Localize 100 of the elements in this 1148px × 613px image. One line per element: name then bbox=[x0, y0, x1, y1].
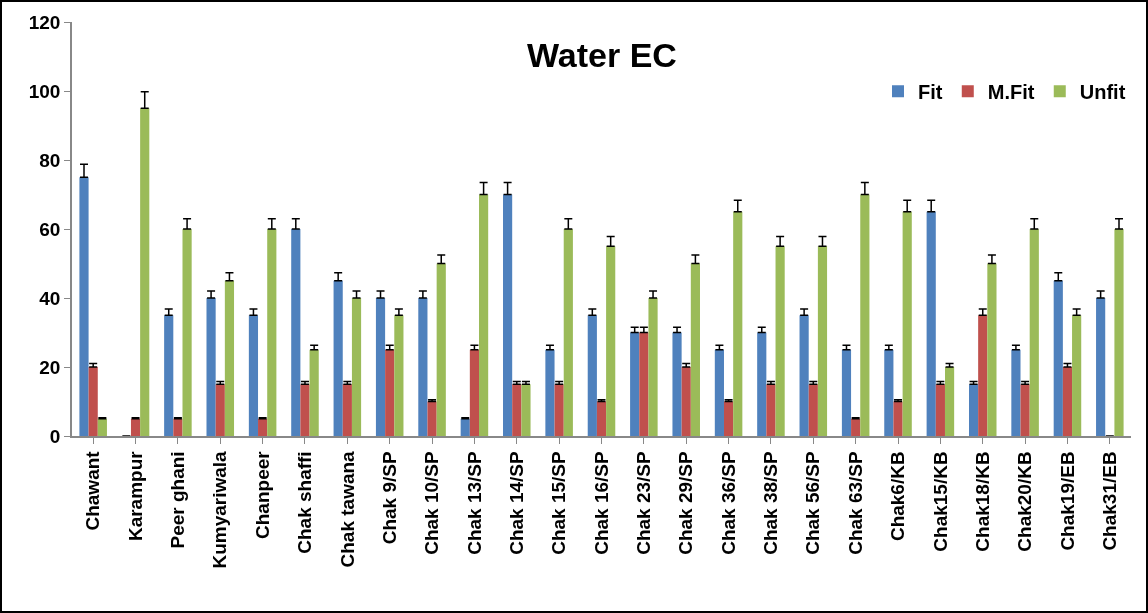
bar bbox=[342, 384, 352, 436]
bar bbox=[97, 418, 107, 436]
bar bbox=[394, 315, 404, 436]
bar bbox=[554, 384, 564, 436]
bar bbox=[248, 315, 259, 436]
bar bbox=[944, 367, 955, 436]
bar bbox=[714, 349, 724, 436]
bar bbox=[690, 263, 700, 436]
x-tick-label: Chak 63/SP bbox=[844, 451, 866, 555]
bar bbox=[808, 384, 818, 436]
bar bbox=[893, 401, 903, 436]
bar bbox=[267, 229, 277, 436]
y-tick-label: 20 bbox=[39, 356, 61, 378]
bar bbox=[258, 418, 268, 436]
bar bbox=[757, 332, 767, 436]
x-tick-label: Chak19/EB bbox=[1056, 451, 1078, 551]
bar bbox=[723, 401, 734, 436]
bar bbox=[775, 246, 785, 436]
x-tick-label: Chak 15/SP bbox=[548, 451, 570, 555]
bar bbox=[173, 418, 183, 436]
bar bbox=[79, 177, 89, 436]
bar bbox=[521, 384, 531, 436]
x-tick-label: Chak shaffi bbox=[294, 451, 316, 554]
bar bbox=[88, 367, 98, 436]
bar bbox=[1062, 367, 1073, 436]
x-tick-label: Chak 23/SP bbox=[633, 451, 655, 555]
x-tick-label: Chak 29/SP bbox=[675, 451, 697, 555]
bar bbox=[733, 211, 743, 436]
bar bbox=[841, 349, 852, 436]
x-tick-label: Karampur bbox=[124, 450, 146, 542]
bar bbox=[385, 349, 395, 436]
bar bbox=[884, 349, 894, 436]
bar bbox=[375, 298, 386, 436]
bar bbox=[309, 349, 319, 436]
x-tick-label: Chak15/KB bbox=[929, 451, 951, 552]
bar bbox=[503, 194, 513, 436]
x-tick-label: Chanpeer bbox=[251, 450, 273, 539]
x-tick-label: Chak 13/SP bbox=[463, 451, 485, 555]
x-tick-label: Chak18/KB bbox=[971, 451, 993, 552]
bar bbox=[206, 298, 216, 436]
bar bbox=[672, 332, 682, 436]
bar bbox=[563, 229, 573, 436]
bar bbox=[351, 298, 362, 436]
legend-label: Unfit bbox=[1079, 80, 1126, 103]
bar bbox=[681, 367, 691, 436]
bar bbox=[1053, 280, 1063, 436]
x-tick-label: Chak 38/SP bbox=[760, 451, 782, 555]
bar bbox=[860, 194, 870, 436]
bar bbox=[606, 246, 616, 436]
x-tick-label: Kumyariwala bbox=[209, 450, 231, 569]
legend-label: M.Fit bbox=[987, 80, 1035, 103]
x-tick-label: Chak 14/SP bbox=[505, 451, 527, 555]
bar bbox=[1020, 384, 1030, 436]
x-tick-label: Chak 9/SP bbox=[378, 451, 400, 545]
bar bbox=[460, 418, 470, 436]
x-tick-label: Chak 56/SP bbox=[802, 451, 824, 555]
x-tick-label: Chak 36/SP bbox=[717, 451, 739, 555]
bar bbox=[512, 384, 522, 436]
bar bbox=[851, 418, 861, 436]
bar bbox=[291, 229, 301, 436]
bar bbox=[479, 194, 489, 436]
bar bbox=[639, 332, 649, 436]
bar bbox=[978, 315, 988, 436]
bar bbox=[1011, 349, 1021, 436]
x-tick-label: Chak20/KB bbox=[1014, 451, 1036, 552]
bar bbox=[987, 263, 997, 436]
bar bbox=[926, 211, 936, 436]
bar bbox=[587, 315, 597, 436]
bar bbox=[630, 332, 640, 436]
bar bbox=[215, 384, 225, 436]
bar bbox=[182, 229, 192, 436]
y-tick-label: 100 bbox=[28, 80, 61, 102]
bar bbox=[1096, 298, 1106, 436]
bar bbox=[469, 349, 480, 436]
bar bbox=[164, 315, 174, 436]
bar bbox=[1072, 315, 1082, 436]
x-tick-label: Chak6/KB bbox=[887, 451, 909, 542]
x-tick-label: Chawant bbox=[82, 450, 104, 531]
bar bbox=[333, 280, 343, 436]
legend-label: Fit bbox=[918, 80, 943, 103]
bar bbox=[1114, 229, 1124, 436]
bar bbox=[648, 298, 658, 436]
bar bbox=[902, 211, 912, 436]
bar bbox=[817, 246, 828, 436]
y-tick-label: 120 bbox=[28, 11, 61, 33]
bar bbox=[224, 280, 235, 436]
bar bbox=[545, 349, 555, 436]
x-tick-label: Chak tawana bbox=[336, 450, 358, 568]
y-tick-label: 0 bbox=[49, 425, 61, 447]
bar bbox=[418, 298, 428, 436]
bar bbox=[130, 418, 141, 436]
chart-title: Water EC bbox=[527, 36, 677, 74]
y-tick-label: 60 bbox=[39, 218, 61, 240]
x-tick-label: Chak 10/SP bbox=[421, 451, 443, 555]
bar bbox=[140, 108, 150, 436]
x-tick-label: Chak31/EB bbox=[1098, 451, 1120, 551]
y-tick-label: 80 bbox=[39, 149, 61, 171]
bar bbox=[596, 401, 607, 436]
y-tick-label: 40 bbox=[39, 287, 61, 309]
bar bbox=[427, 401, 437, 436]
